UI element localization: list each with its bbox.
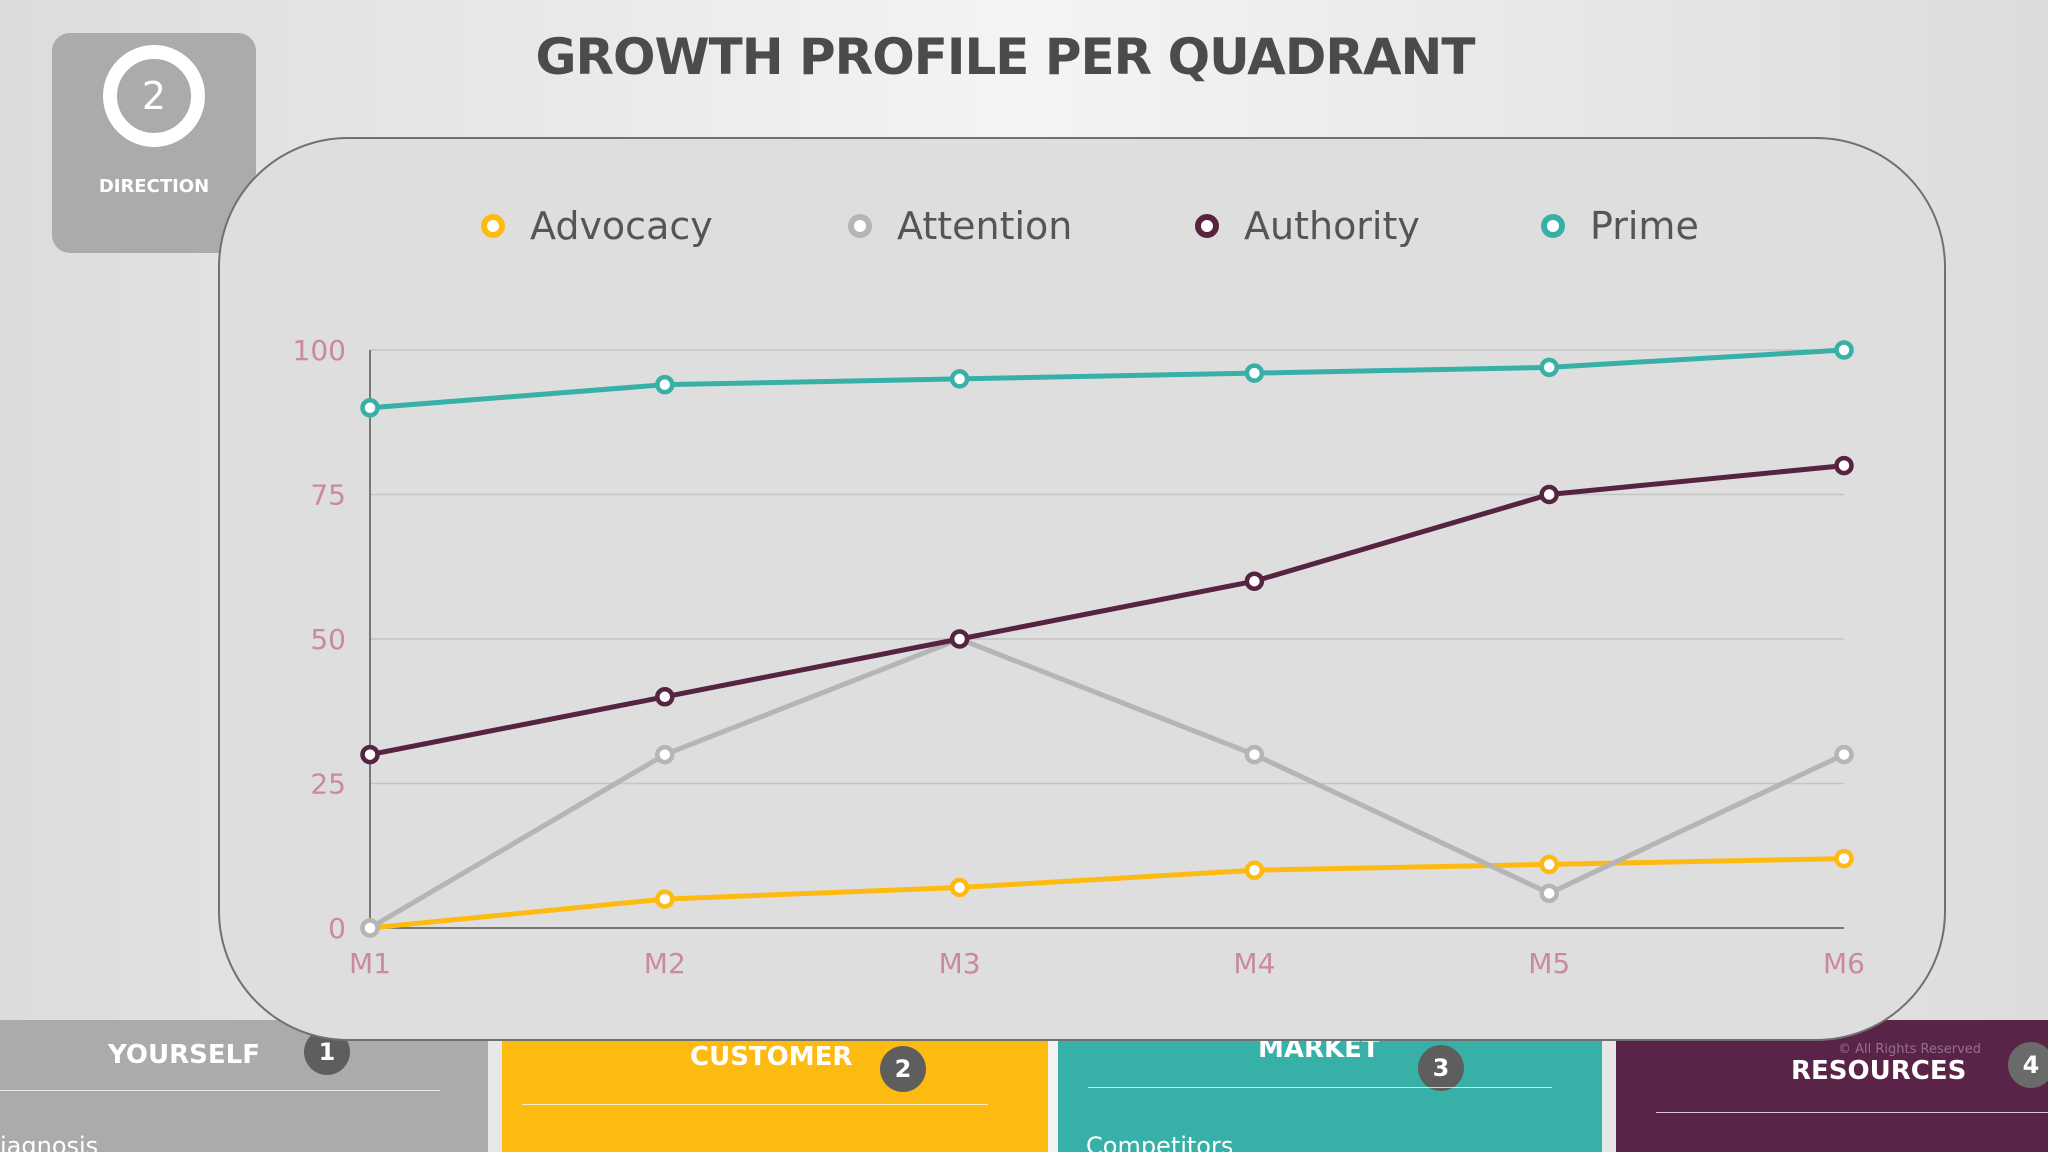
- data-point: [360, 398, 380, 418]
- x-tick-label: M1: [349, 947, 391, 980]
- panel-divider: [0, 1090, 440, 1091]
- legend-marker: [481, 214, 505, 238]
- x-tick-label: M6: [1823, 947, 1865, 980]
- y-tick-label: 25: [310, 768, 346, 801]
- panel-number-badge: 2: [880, 1046, 926, 1092]
- legend-label: Authority: [1244, 204, 1420, 248]
- copyright-text: © All Rights Reserved: [1838, 1042, 1982, 1057]
- series-line: [368, 636, 1846, 931]
- step-number-ring: 2: [103, 45, 205, 147]
- chart-card: 0 25 50 75 100 M1 M2 M3 M4 M5 M6 Advocacy Attention A…: [218, 137, 1946, 1041]
- legend-marker: [848, 214, 872, 238]
- direction-badge[interactable]: 2 DIRECTION: [52, 33, 256, 253]
- panel-resources[interactable]: RESOURCES 4: [1616, 1020, 2048, 1152]
- page-title: GROWTH PROFILE PER QUADRANT: [535, 28, 1475, 86]
- panel-customer[interactable]: CUSTOMER 2: [502, 1020, 1048, 1152]
- panel-title: YOURSELF: [108, 1040, 260, 1070]
- panel-divider: [1656, 1112, 2048, 1113]
- panel-market[interactable]: MARKET 3 Competitors: [1058, 1020, 1602, 1152]
- legend-label: Advocacy: [530, 204, 713, 248]
- y-tick-label: 0: [328, 912, 346, 945]
- panel-title: CUSTOMER: [690, 1042, 853, 1072]
- panel-number-badge: 4: [2008, 1042, 2048, 1088]
- data-point: [1834, 340, 1854, 360]
- legend-marker: [1541, 214, 1565, 238]
- panel-title: RESOURCES: [1791, 1056, 1967, 1086]
- data-point: [1244, 571, 1265, 591]
- x-tick-label: M3: [939, 947, 981, 980]
- data-point: [655, 374, 675, 395]
- data-point: [1244, 860, 1265, 880]
- data-point: [1539, 357, 1559, 378]
- series-line: [369, 463, 1845, 758]
- series-line: [369, 347, 1845, 411]
- data-point: [1539, 484, 1559, 505]
- legend-marker: [1195, 214, 1219, 238]
- data-point: [949, 877, 970, 898]
- x-tick-label: M4: [1233, 947, 1275, 980]
- y-tick-label: 75: [310, 479, 346, 512]
- data-point: [949, 369, 970, 389]
- y-tick-label: 100: [293, 334, 346, 367]
- data-point: [1539, 883, 1559, 904]
- panel-divider: [1088, 1087, 1552, 1088]
- line-chart: 0 25 50 75 100 M1 M2 M3 M4 M5 M6 Advocacy Attention A…: [293, 204, 1865, 980]
- data-point: [949, 629, 970, 649]
- data-point: [655, 744, 675, 765]
- data-point: [655, 889, 675, 909]
- direction-label: DIRECTION: [98, 176, 210, 197]
- data-point: [1244, 363, 1265, 383]
- data-point: [1834, 744, 1854, 765]
- panel-yourself[interactable]: YOURSELF 1 iagnosis: [0, 1020, 488, 1152]
- x-tick-label: M5: [1528, 947, 1570, 980]
- data-point: [1539, 854, 1559, 875]
- panel-number-badge: 3: [1418, 1045, 1464, 1091]
- panel-subtext: Competitors: [1086, 1132, 1234, 1152]
- panel-subtext: iagnosis: [0, 1132, 99, 1152]
- data-point: [1244, 744, 1265, 765]
- data-point: [655, 687, 675, 707]
- data-point: [360, 918, 380, 938]
- data-point: [360, 744, 380, 765]
- x-tick-label: M2: [644, 947, 686, 980]
- data-point: [1834, 848, 1854, 869]
- data-point: [1834, 455, 1854, 476]
- series-line: [369, 856, 1845, 931]
- legend-label: Prime: [1590, 204, 1699, 248]
- panel-divider: [522, 1104, 988, 1105]
- legend-label: Attention: [897, 204, 1072, 248]
- y-tick-label: 50: [310, 623, 346, 656]
